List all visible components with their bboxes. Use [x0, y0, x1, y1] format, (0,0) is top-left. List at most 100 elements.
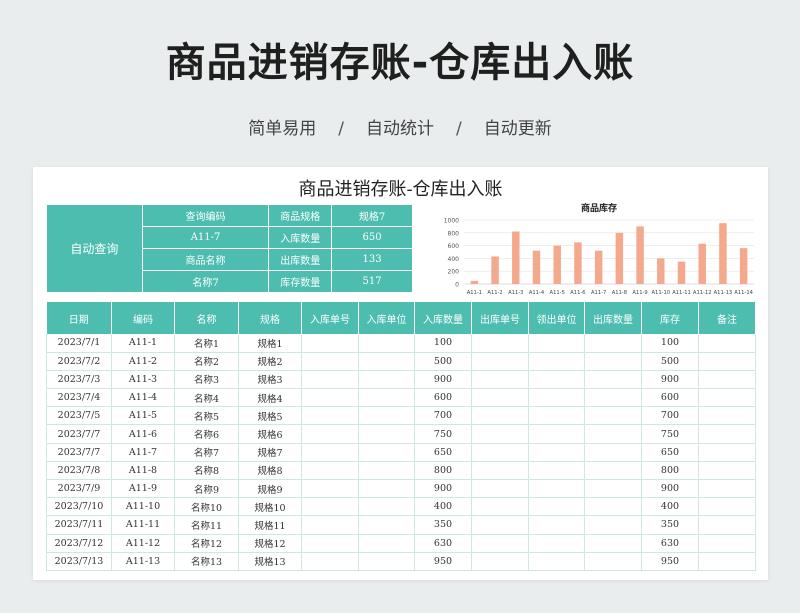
column-header[interactable]: 领出单位 — [528, 302, 585, 334]
table-cell[interactable]: 500 — [414, 352, 472, 371]
table-cell[interactable]: 2023/7/1 — [46, 334, 112, 353]
table-cell[interactable] — [471, 497, 529, 517]
table-cell[interactable]: 950 — [641, 552, 699, 571]
table-cell[interactable] — [358, 534, 415, 553]
table-cell[interactable] — [358, 388, 415, 408]
table-cell[interactable]: 名称13 — [174, 552, 239, 571]
table-cell[interactable]: A11-12 — [111, 534, 175, 553]
table-cell[interactable]: 2023/7/13 — [46, 552, 112, 571]
table-cell[interactable] — [301, 552, 359, 571]
table-cell[interactable] — [471, 461, 529, 481]
column-header[interactable]: 名称 — [174, 302, 239, 334]
table-cell[interactable] — [698, 424, 756, 444]
table-cell[interactable]: 650 — [414, 443, 472, 462]
table-cell[interactable]: 400 — [641, 497, 699, 517]
table-cell[interactable]: 名称1 — [174, 334, 239, 353]
table-cell[interactable] — [301, 534, 359, 553]
table-cell[interactable] — [358, 352, 415, 371]
table-cell[interactable] — [698, 352, 756, 371]
table-cell[interactable]: 规格10 — [238, 497, 302, 517]
table-cell[interactable]: A11-2 — [111, 352, 175, 371]
table-cell[interactable] — [698, 515, 756, 535]
table-cell[interactable]: 规格5 — [238, 406, 302, 426]
table-cell[interactable] — [358, 424, 415, 444]
table-cell[interactable]: 750 — [414, 424, 472, 444]
table-cell[interactable]: 2023/7/11 — [46, 515, 112, 535]
table-cell[interactable] — [584, 497, 642, 517]
table-cell[interactable] — [584, 479, 642, 499]
table-cell[interactable] — [528, 461, 585, 481]
column-header[interactable]: 入库数量 — [414, 302, 472, 334]
table-cell[interactable] — [358, 552, 415, 571]
column-header[interactable]: 备注 — [698, 302, 756, 334]
table-cell[interactable]: 950 — [414, 552, 472, 571]
table-cell[interactable] — [528, 479, 585, 499]
table-cell[interactable]: 规格3 — [238, 370, 302, 390]
table-cell[interactable]: 名称6 — [174, 424, 239, 444]
table-cell[interactable]: 名称12 — [174, 534, 239, 553]
table-cell[interactable] — [698, 534, 756, 553]
table-cell[interactable]: 名称4 — [174, 388, 239, 408]
table-cell[interactable]: 900 — [641, 370, 699, 390]
table-cell[interactable] — [358, 334, 415, 353]
table-cell[interactable]: 名称9 — [174, 479, 239, 499]
table-cell[interactable] — [528, 534, 585, 553]
table-cell[interactable] — [301, 461, 359, 481]
table-cell[interactable] — [528, 406, 585, 426]
table-cell[interactable]: 名称11 — [174, 515, 239, 535]
table-cell[interactable]: 规格6 — [238, 424, 302, 444]
table-cell[interactable] — [301, 334, 359, 353]
table-cell[interactable]: 规格9 — [238, 479, 302, 499]
table-cell[interactable] — [584, 461, 642, 481]
table-cell[interactable] — [301, 515, 359, 535]
table-cell[interactable]: A11-1 — [111, 334, 175, 353]
table-cell[interactable]: 2023/7/4 — [46, 388, 112, 408]
table-cell[interactable] — [301, 443, 359, 462]
table-cell[interactable]: 2023/7/2 — [46, 352, 112, 371]
table-cell[interactable]: 700 — [414, 406, 472, 426]
table-cell[interactable] — [528, 352, 585, 371]
table-cell[interactable]: 规格8 — [238, 461, 302, 481]
table-cell[interactable]: A11-6 — [111, 424, 175, 444]
table-cell[interactable]: A11-13 — [111, 552, 175, 571]
table-cell[interactable] — [528, 515, 585, 535]
table-cell[interactable]: 规格13 — [238, 552, 302, 571]
table-cell[interactable] — [528, 370, 585, 390]
table-cell[interactable]: 750 — [641, 424, 699, 444]
table-cell[interactable] — [301, 406, 359, 426]
table-cell[interactable]: 400 — [414, 497, 472, 517]
table-cell[interactable]: A11-10 — [111, 497, 175, 517]
table-cell[interactable] — [358, 443, 415, 462]
table-cell[interactable] — [528, 334, 585, 353]
table-cell[interactable] — [358, 515, 415, 535]
table-cell[interactable]: 规格7 — [238, 443, 302, 462]
column-header[interactable]: 出库单号 — [471, 302, 529, 334]
table-cell[interactable] — [584, 352, 642, 371]
table-cell[interactable]: 800 — [414, 461, 472, 481]
table-cell[interactable]: A11-4 — [111, 388, 175, 408]
table-cell[interactable] — [584, 370, 642, 390]
column-header[interactable]: 日期 — [46, 302, 112, 334]
table-cell[interactable] — [301, 388, 359, 408]
table-cell[interactable] — [358, 461, 415, 481]
query-code-input[interactable]: A11-7 — [141, 226, 270, 249]
table-cell[interactable] — [471, 370, 529, 390]
table-cell[interactable] — [471, 443, 529, 462]
table-cell[interactable] — [528, 497, 585, 517]
table-cell[interactable]: 630 — [414, 534, 472, 553]
table-cell[interactable] — [471, 334, 529, 353]
table-cell[interactable] — [358, 370, 415, 390]
table-cell[interactable] — [528, 424, 585, 444]
table-cell[interactable] — [528, 443, 585, 462]
table-cell[interactable] — [358, 406, 415, 426]
column-header[interactable]: 出库数量 — [584, 302, 642, 334]
table-cell[interactable] — [698, 552, 756, 571]
column-header[interactable]: 编码 — [111, 302, 175, 334]
table-cell[interactable] — [528, 552, 585, 571]
query-value[interactable]: 规格7 — [331, 204, 413, 227]
table-cell[interactable]: 2023/7/7 — [46, 424, 112, 444]
table-cell[interactable] — [471, 534, 529, 553]
table-cell[interactable] — [584, 552, 642, 571]
table-cell[interactable]: 100 — [641, 334, 699, 353]
table-cell[interactable]: 规格11 — [238, 515, 302, 535]
